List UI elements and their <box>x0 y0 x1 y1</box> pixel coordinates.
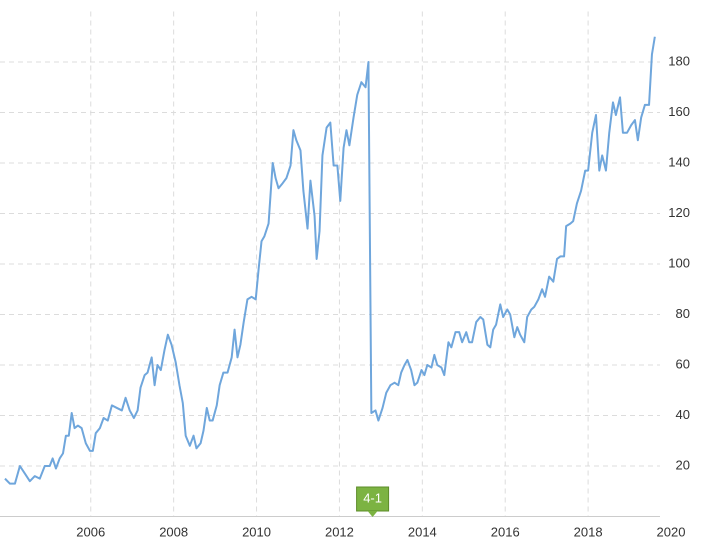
x-tick-label: 2016 <box>491 524 520 539</box>
y-tick-label: 180 <box>668 53 690 68</box>
y-tick-label: 20 <box>676 457 690 472</box>
x-tick-label: 2018 <box>574 524 603 539</box>
price-line <box>4 36 656 485</box>
y-tick-label: 160 <box>668 104 690 119</box>
y-tick-label: 120 <box>668 205 690 220</box>
x-tick-label: 2008 <box>159 524 188 539</box>
x-tick-label: 2010 <box>242 524 271 539</box>
x-tick-label: 2012 <box>325 524 354 539</box>
annotation-flag: 4-1 <box>356 486 390 517</box>
y-tick-label: 40 <box>676 407 690 422</box>
y-tick-label: 140 <box>668 154 690 169</box>
y-tick-label: 80 <box>676 306 690 321</box>
y-tick-label: 60 <box>676 356 690 371</box>
flag-pointer <box>367 511 378 517</box>
x-tick-label: 2020 <box>657 524 686 539</box>
x-tick-label: 2006 <box>76 524 105 539</box>
x-tick-label: 2014 <box>408 524 437 539</box>
flag-text: 4-1 <box>363 490 382 505</box>
flag-box <box>356 486 390 512</box>
y-tick-label: 100 <box>668 255 690 270</box>
